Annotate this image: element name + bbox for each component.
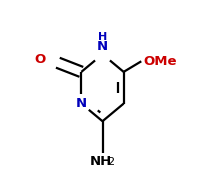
Text: OMe: OMe [142,55,176,68]
Text: N: N [75,97,86,110]
Text: 2: 2 [106,157,113,167]
Text: N: N [96,40,108,53]
Text: H: H [97,32,107,42]
Text: NH: NH [89,155,111,168]
Text: O: O [35,53,46,66]
